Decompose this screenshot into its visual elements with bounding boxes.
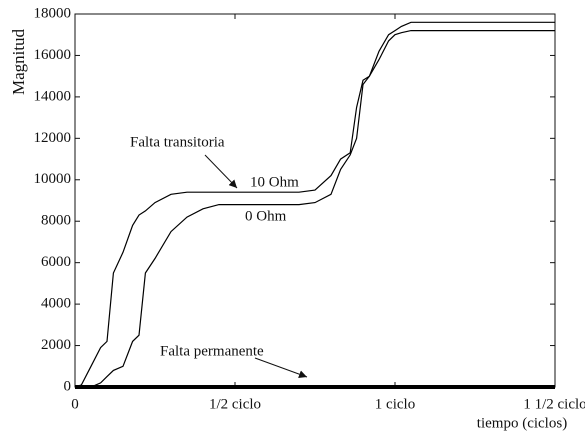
y-tick-label: 14000 (34, 88, 72, 104)
y-tick-label: 18000 (34, 5, 72, 21)
x-axis-label: tiempo (ciclos) (477, 415, 567, 431)
series-label: 0 Ohm (245, 208, 287, 224)
y-tick-label: 16000 (34, 47, 72, 63)
y-tick-label: 2000 (41, 337, 71, 353)
annotation-arrow (254, 357, 308, 379)
annotation: Falta transitoria (130, 134, 225, 150)
x-tick-label: 1 1/2 ciclo (523, 396, 585, 412)
series-label: 10 Ohm (250, 174, 299, 190)
y-tick-label: 6000 (41, 254, 71, 270)
y-tick-label: 10000 (34, 171, 72, 187)
y-tick-label: 12000 (34, 130, 72, 146)
x-tick-label: 1/2 ciclo (209, 396, 261, 412)
y-tick-label: 0 (64, 378, 72, 394)
series-label: Falta permanente (160, 343, 264, 359)
x-tick-label: 0 (71, 396, 79, 412)
y-tick-label: 4000 (41, 296, 71, 312)
y-tick-label: 8000 (41, 213, 71, 229)
x-tick-label: 1 ciclo (375, 396, 415, 412)
plot-frame (74, 13, 556, 388)
series-line (75, 30, 555, 388)
annotation-arrow (204, 154, 238, 189)
series-line (74, 21, 555, 388)
y-axis-label: Magnitud (9, 28, 28, 95)
